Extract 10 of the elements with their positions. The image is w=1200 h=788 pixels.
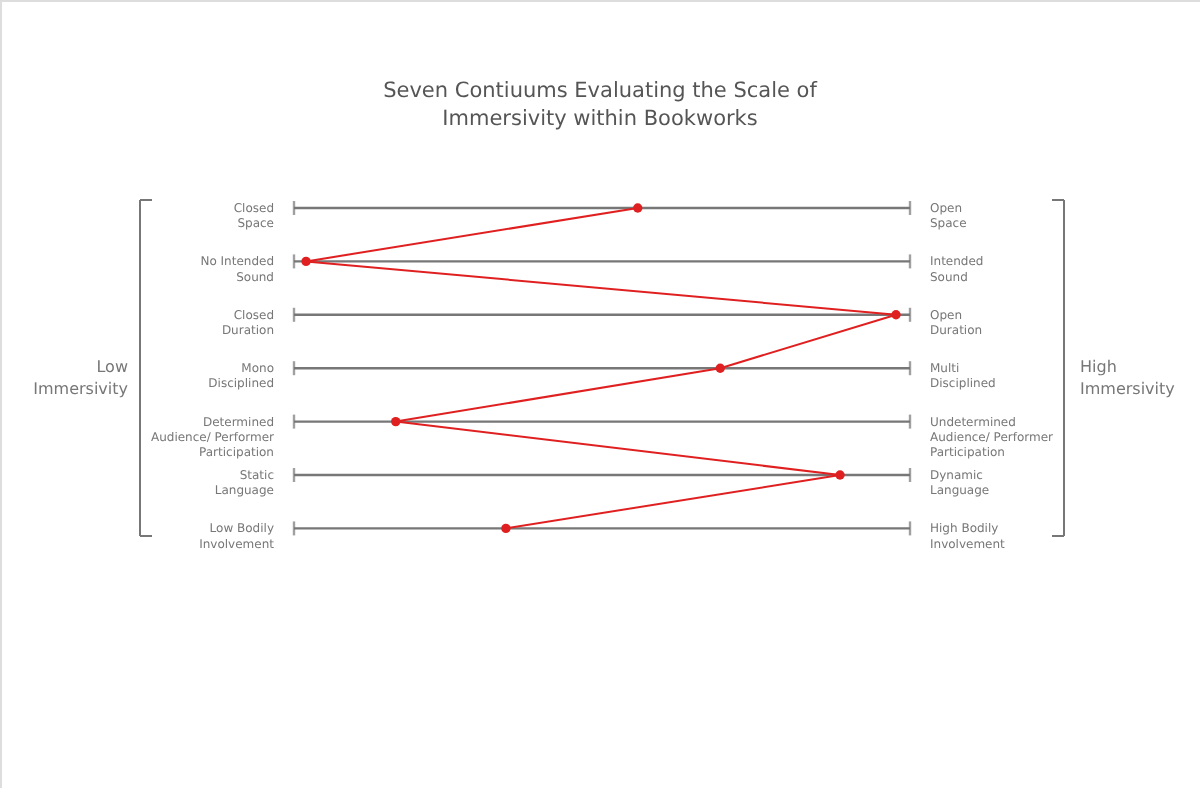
chart-title: Seven Contiuums Evaluating the Scale of Immersivity within Bookworks [383, 79, 818, 131]
point [501, 523, 511, 534]
point [391, 416, 401, 427]
point [633, 203, 643, 213]
text: Low Immersivity [33, 358, 129, 398]
text: High Immersivity [1080, 358, 1176, 398]
point [835, 470, 845, 480]
point [715, 363, 725, 373]
point [301, 256, 311, 267]
point [891, 310, 901, 320]
